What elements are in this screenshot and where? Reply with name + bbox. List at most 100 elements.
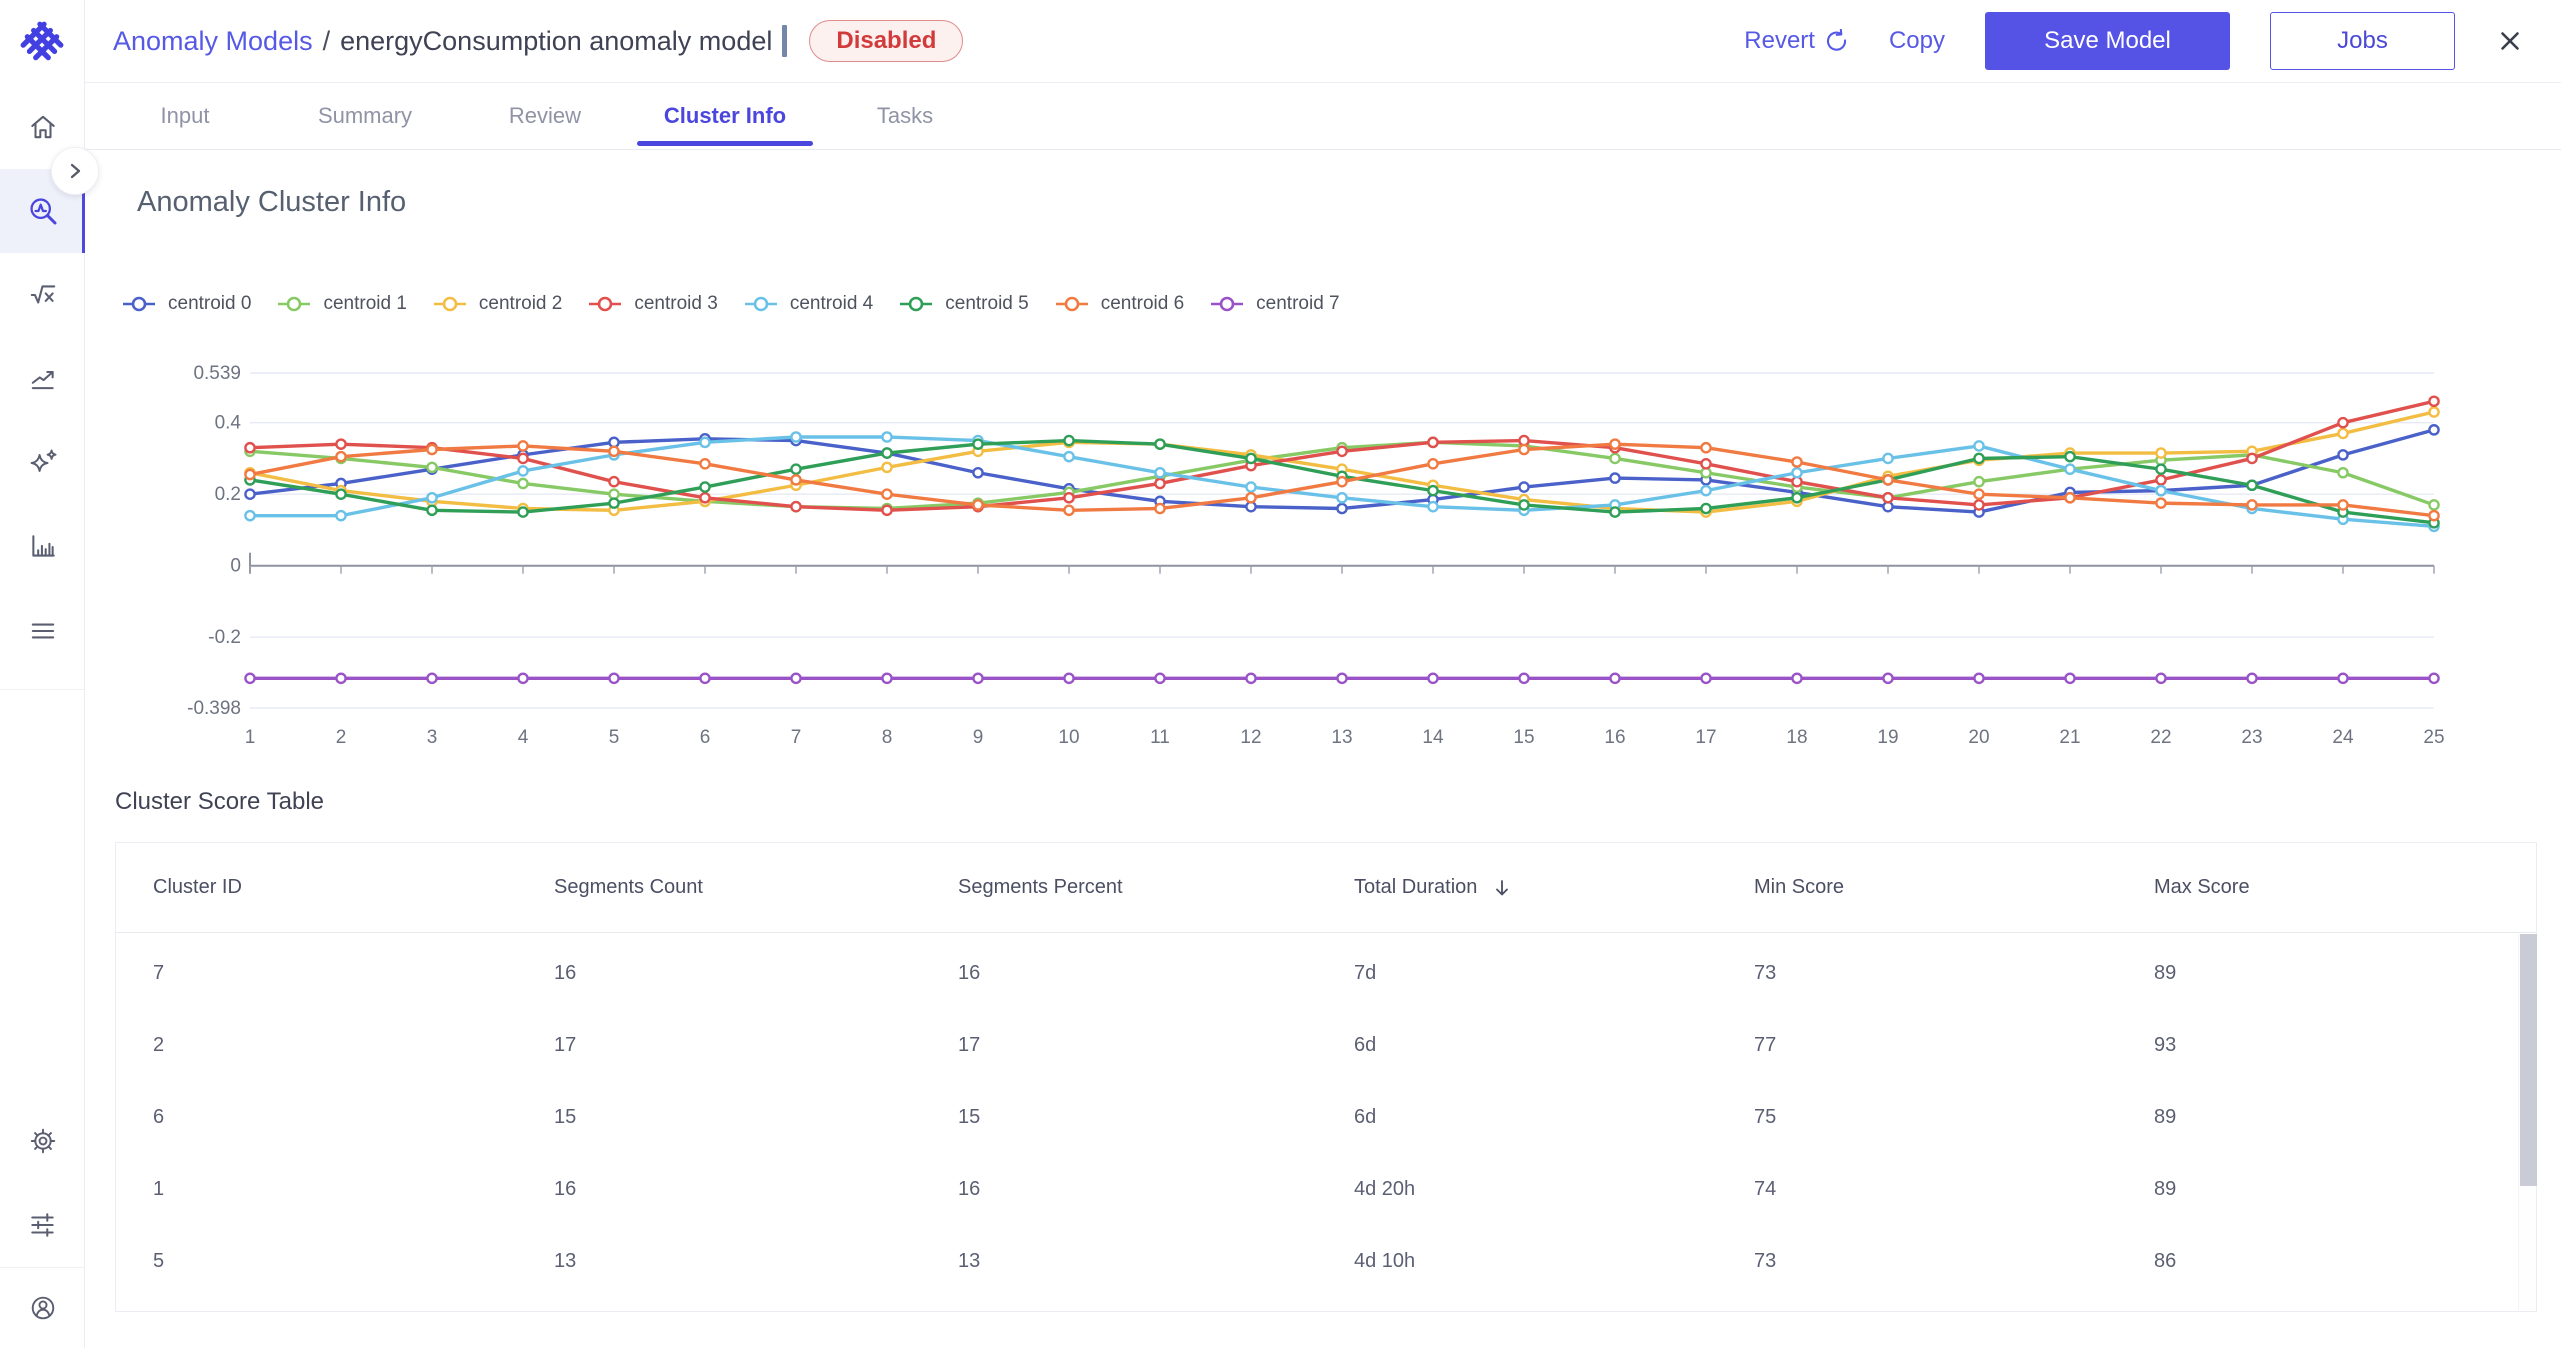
anomaly-search-icon — [29, 198, 56, 225]
breadcrumb-root-link[interactable]: Anomaly Models — [113, 25, 313, 56]
column-header-label: Max Score — [2154, 876, 2250, 898]
trend-line-icon — [31, 371, 54, 390]
table-cell: 4d 10h — [1354, 1249, 1416, 1272]
legend-marker — [278, 296, 311, 312]
svg-text:7: 7 — [791, 727, 802, 748]
legend-marker — [433, 296, 466, 312]
svg-text:12: 12 — [1240, 727, 1261, 748]
svg-text:18: 18 — [1786, 727, 1807, 748]
column-header-label: Cluster ID — [153, 876, 242, 898]
legend-item-centroid-7[interactable]: centroid 7 — [1210, 293, 1340, 315]
svg-text:0.4: 0.4 — [215, 413, 242, 434]
legend-label: centroid 1 — [323, 293, 407, 314]
legend-label: centroid 0 — [168, 293, 252, 314]
svg-text:3: 3 — [427, 727, 438, 748]
save-model-button[interactable]: Save Model — [1985, 12, 2230, 70]
column-header-segments-percent[interactable]: Segments Percent — [958, 876, 1354, 899]
svg-text:0: 0 — [230, 556, 241, 577]
sidebar-item-sparkles[interactable] — [0, 421, 85, 505]
table-cell: 7 — [153, 961, 165, 984]
sidebar-item-bar-chart[interactable] — [0, 505, 85, 589]
breadcrumb-separator: / — [322, 25, 331, 56]
sidebar-expand-button[interactable] — [51, 147, 99, 195]
svg-text:13: 13 — [1331, 727, 1352, 748]
table-cell: 16 — [554, 1177, 577, 1200]
table-cell: 74 — [1754, 1177, 1777, 1200]
tab-tasks[interactable]: Tasks — [876, 103, 934, 128]
table-cell: 2 — [153, 1033, 165, 1056]
svg-text:10: 10 — [1058, 727, 1079, 748]
column-header-total-duration[interactable]: Total Duration — [1354, 876, 1754, 899]
copy-button[interactable]: Copy — [1889, 27, 1945, 55]
tab-review[interactable]: Review — [508, 103, 582, 128]
table-scrollbar-thumb[interactable] — [2520, 934, 2537, 1186]
legend-marker — [1211, 296, 1244, 312]
legend-item-centroid-5[interactable]: centroid 5 — [899, 293, 1029, 315]
gear-icon — [30, 1128, 55, 1154]
sidebar-item-settings[interactable] — [0, 1099, 85, 1183]
svg-text:15: 15 — [1513, 727, 1534, 748]
table-row: 2 17 17 6d 77 93 — [116, 1009, 2536, 1081]
sidebar-item-preferences[interactable] — [0, 1183, 85, 1267]
close-button[interactable] — [2495, 26, 2525, 56]
column-header-cluster-id[interactable]: Cluster ID — [153, 876, 554, 899]
jobs-button[interactable]: Jobs — [2270, 12, 2455, 70]
sidebar-item-account[interactable] — [0, 1268, 85, 1348]
legend-item-centroid-1[interactable]: centroid 1 — [277, 293, 407, 315]
cluster-score-table: Cluster ID Segments Count Segments Percent… — [115, 842, 2537, 1312]
table-cell: 16 — [958, 961, 981, 984]
legend-item-centroid-2[interactable]: centroid 2 — [433, 293, 562, 315]
table-cell: 15 — [958, 1105, 981, 1128]
tab-cluster-info[interactable]: Cluster Info — [635, 83, 815, 149]
column-header-min-score[interactable]: Min Score — [1754, 876, 2154, 899]
tab-summary[interactable]: Summary — [317, 103, 413, 128]
column-header-segments-count[interactable]: Segments Count — [554, 876, 958, 899]
svg-text:11: 11 — [1150, 727, 1170, 748]
legend-item-centroid-6[interactable]: centroid 6 — [1055, 293, 1184, 315]
table-cell: 15 — [554, 1105, 577, 1128]
svg-text:16: 16 — [1604, 727, 1625, 748]
revert-label: Revert — [1744, 27, 1815, 54]
app-logo[interactable] — [0, 0, 84, 85]
sidebar — [0, 0, 85, 1348]
legend-item-centroid-3[interactable]: centroid 3 — [588, 293, 718, 315]
revert-button[interactable]: Revert — [1744, 27, 1849, 55]
table-cell: 6 — [153, 1105, 165, 1128]
svg-text:21: 21 — [2059, 727, 2080, 748]
sidebar-item-menu[interactable] — [0, 589, 85, 673]
legend-label: centroid 5 — [945, 293, 1029, 314]
tab-input[interactable]: Input — [160, 103, 210, 128]
svg-text:2: 2 — [336, 727, 347, 748]
legend-marker — [744, 296, 777, 312]
legend-label: centroid 6 — [1100, 293, 1185, 314]
table-header-row: Cluster ID Segments Count Segments Percent… — [116, 843, 2536, 933]
table-scrollbar-track[interactable] — [2518, 934, 2537, 1310]
svg-text:14: 14 — [1422, 727, 1444, 748]
svg-text:0.539: 0.539 — [193, 363, 241, 384]
svg-text:6: 6 — [700, 727, 711, 748]
header: Anomaly Models / energyConsumption anoma… — [85, 0, 2561, 83]
legend-marker — [1055, 296, 1088, 312]
table-cell: 89 — [2154, 1177, 2177, 1200]
column-header-max-score[interactable]: Max Score — [2154, 876, 2536, 899]
svg-text:4: 4 — [518, 727, 529, 748]
legend-item-centroid-0[interactable]: centroid 0 — [122, 293, 251, 315]
table-row: 7 16 16 7d 73 89 — [116, 937, 2536, 1009]
table-cell: 77 — [1754, 1033, 1777, 1056]
sidebar-divider — [0, 689, 84, 690]
legend-label: centroid 3 — [634, 293, 718, 314]
legend-item-centroid-4[interactable]: centroid 4 — [744, 293, 873, 315]
table-cell: 73 — [1754, 1249, 1777, 1272]
legend-label: centroid 7 — [1256, 293, 1340, 314]
sidebar-item-trend[interactable] — [0, 337, 85, 421]
tab-bar: Input Summary Review Cluster Info Tasks — [85, 83, 2561, 150]
title-divider — [782, 25, 788, 57]
close-icon — [2501, 32, 2519, 50]
legend-marker — [123, 296, 155, 312]
sidebar-item-home[interactable] — [0, 85, 85, 169]
breadcrumb-current: energyConsumption anomaly model — [340, 25, 773, 56]
sidebar-item-formula[interactable] — [0, 253, 85, 337]
table-row: 5 13 13 4d 10h 73 86 — [116, 1225, 2536, 1297]
main-content: Anomaly Cluster Info centroid 0 centroid … — [85, 150, 2561, 1348]
brand-weave-icon — [20, 21, 64, 60]
